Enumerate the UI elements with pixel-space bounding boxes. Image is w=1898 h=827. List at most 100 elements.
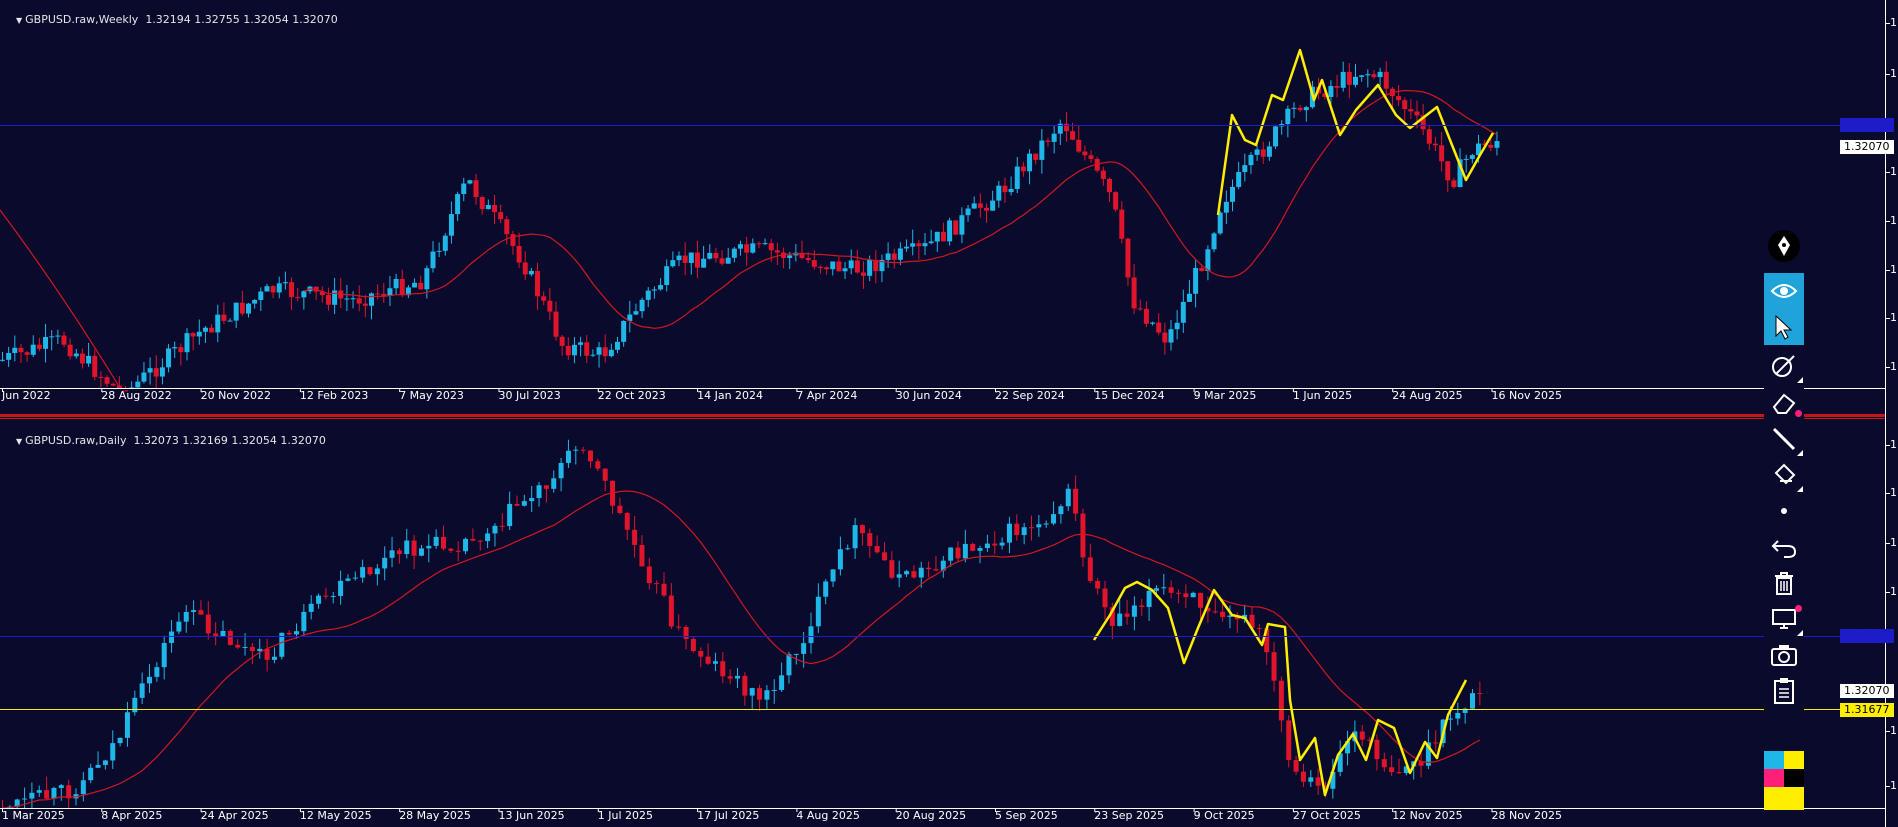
undo-icon[interactable] bbox=[1764, 529, 1804, 565]
weekly-candle-body bbox=[1174, 322, 1180, 330]
weekly-time-label: 14 Jan 2024 bbox=[697, 389, 764, 402]
weekly-candle-body bbox=[1254, 149, 1260, 155]
weekly-candle-body bbox=[848, 260, 854, 269]
weekly-candle-body bbox=[510, 234, 516, 246]
weekly-candle-body bbox=[190, 333, 196, 337]
color-swatch-active[interactable] bbox=[1764, 787, 1804, 810]
weekly-candle-body bbox=[861, 272, 866, 276]
daily-candle-body bbox=[1006, 523, 1012, 543]
weekly-candle-body bbox=[1285, 108, 1291, 125]
color-swatch-cyan[interactable] bbox=[1764, 751, 1784, 769]
highlighter-icon[interactable] bbox=[1764, 457, 1804, 493]
gear-pencil-icon[interactable] bbox=[1764, 348, 1804, 384]
weekly-candle-body bbox=[295, 296, 301, 298]
weekly-candle-body bbox=[129, 387, 135, 389]
daily-candle-body bbox=[698, 651, 704, 657]
daily-candle-body bbox=[1293, 760, 1299, 772]
weekly-candle-body bbox=[1476, 143, 1481, 156]
daily-candle-body bbox=[771, 689, 777, 691]
weekly-candle-body bbox=[36, 344, 42, 349]
weekly-candle-body bbox=[1020, 166, 1026, 172]
weekly-time-label: 20 Nov 2022 bbox=[200, 389, 272, 402]
weekly-candle-body bbox=[332, 290, 338, 305]
weekly-candle-body bbox=[756, 243, 762, 245]
weekly-candle-body bbox=[1273, 126, 1279, 147]
daily-time-label: 5 Sep 2025 bbox=[995, 809, 1058, 822]
cursor-icon[interactable] bbox=[1764, 309, 1804, 345]
weekly-candle-body bbox=[879, 259, 885, 272]
time-tick bbox=[299, 808, 301, 812]
daily-candle-body bbox=[984, 543, 990, 549]
weekly-candle-body bbox=[1199, 268, 1205, 272]
daily-yellow-line-price-tag: 1.31677 bbox=[1840, 703, 1894, 717]
color-swatch-yellow[interactable] bbox=[1784, 751, 1804, 769]
daily-candle-body bbox=[235, 644, 241, 648]
color-swatch-black[interactable] bbox=[1784, 769, 1804, 787]
weekly-price-label: 1.21310 bbox=[1890, 360, 1898, 373]
dot-icon[interactable] bbox=[1764, 493, 1804, 529]
line-tool-icon[interactable] bbox=[1764, 421, 1804, 457]
daily-candle-body bbox=[1264, 628, 1270, 653]
daily-candle-body bbox=[1183, 593, 1189, 598]
pen-logo-icon[interactable] bbox=[1764, 228, 1804, 264]
daily-candle-body bbox=[558, 462, 564, 479]
weekly-candle-body bbox=[1100, 170, 1106, 179]
time-tick bbox=[597, 388, 599, 392]
weekly-candle-body bbox=[1457, 159, 1463, 188]
weekly-candle-body bbox=[817, 266, 823, 268]
eye-icon[interactable] bbox=[1764, 273, 1804, 309]
daily-candle-body bbox=[51, 787, 57, 799]
daily-candle-body bbox=[536, 485, 542, 499]
weekly-moving-average bbox=[303, 89, 1498, 329]
trash-icon[interactable] bbox=[1764, 565, 1804, 601]
collapse-triangle-icon[interactable]: ▼ bbox=[16, 16, 23, 25]
weekly-candle-body bbox=[209, 327, 215, 333]
weekly-candle-body bbox=[1383, 71, 1389, 89]
daily-candle-body bbox=[1190, 592, 1196, 598]
daily-candle-body bbox=[735, 675, 740, 679]
weekly-time-label: 7 May 2023 bbox=[399, 389, 464, 402]
weekly-candle-body bbox=[854, 260, 860, 273]
daily-candle-body bbox=[580, 449, 586, 451]
weekly-candle-body bbox=[713, 252, 719, 259]
camera-icon[interactable] bbox=[1764, 637, 1804, 673]
daily-candle-body bbox=[1300, 771, 1306, 782]
collapse-triangle-icon[interactable]: ▼ bbox=[16, 437, 23, 446]
daily-candle-body bbox=[1455, 712, 1461, 719]
weekly-candle-body bbox=[448, 214, 454, 236]
time-tick bbox=[697, 388, 699, 392]
clipboard-icon[interactable] bbox=[1764, 673, 1804, 709]
weekly-candle-body bbox=[811, 260, 817, 267]
weekly-candle-body bbox=[264, 286, 270, 292]
weekly-horizontal-line bbox=[0, 125, 1886, 126]
time-tick bbox=[498, 388, 500, 392]
color-swatch-magenta[interactable] bbox=[1764, 769, 1784, 787]
daily-candle-body bbox=[676, 626, 682, 628]
price-tick bbox=[1886, 367, 1890, 368]
daily-candle-body bbox=[1359, 731, 1365, 740]
daily-candle-body bbox=[426, 545, 432, 549]
daily-candle-body bbox=[242, 646, 248, 648]
weekly-candle-body bbox=[658, 285, 664, 290]
weekly-candle-body bbox=[571, 344, 577, 356]
daily-candle-body bbox=[1418, 761, 1424, 766]
weekly-candle-body bbox=[172, 347, 178, 349]
daily-candle-body bbox=[485, 533, 491, 542]
weekly-title-text: GBPUSD.raw,Weekly 1.32194 1.32755 1.3205… bbox=[25, 13, 338, 26]
weekly-candle-body bbox=[701, 258, 707, 268]
daily-candle-body bbox=[1131, 605, 1137, 617]
weekly-candle-body bbox=[1377, 71, 1383, 78]
daily-candle-body bbox=[1278, 680, 1284, 721]
screen-icon[interactable] bbox=[1764, 601, 1804, 637]
time-tick bbox=[101, 808, 103, 812]
daily-candle-body bbox=[1433, 742, 1439, 744]
weekly-candle-body bbox=[725, 257, 731, 264]
weekly-candle-body bbox=[461, 183, 467, 195]
weekly-candle-body bbox=[590, 354, 596, 356]
time-tick bbox=[200, 388, 202, 392]
eraser-icon[interactable] bbox=[1764, 385, 1804, 421]
daily-candle-body bbox=[338, 580, 344, 596]
weekly-price-label: 1.26080 bbox=[1890, 263, 1898, 276]
